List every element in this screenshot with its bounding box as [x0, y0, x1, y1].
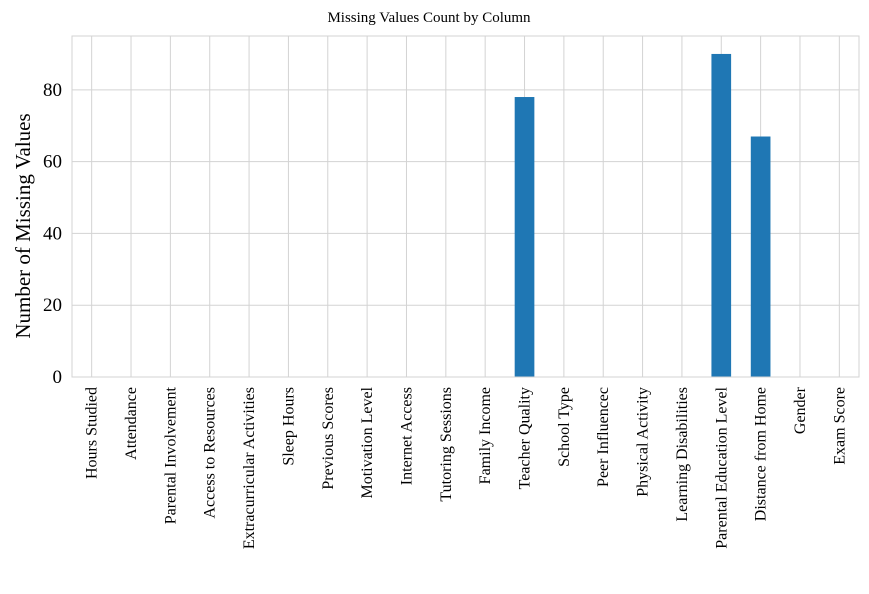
x-tick-label: School Type	[556, 387, 573, 467]
x-tick-label: Physical Activity	[635, 387, 652, 497]
x-tick-label: Hours Studied	[84, 387, 101, 479]
x-tick-label: Attendance	[123, 387, 140, 460]
y-axis-label: Number of Missing Values	[11, 113, 35, 338]
grid-lines	[72, 36, 859, 378]
x-tick-label: Parental Education Level	[713, 386, 730, 548]
y-tick-labels: 0 20 40 60 80	[43, 80, 62, 388]
y-tick-label: 0	[53, 367, 63, 388]
x-tick-label: Gender	[792, 386, 809, 434]
x-tick-label: Previous Scores	[320, 387, 337, 490]
chart-title: Missing Values Count by Column	[327, 10, 531, 26]
bar	[514, 97, 535, 377]
x-tick-label: Peer Influencec	[595, 387, 612, 487]
x-tick-label: Extracurricular Activities	[241, 387, 258, 549]
bar	[711, 53, 732, 378]
bars	[514, 53, 771, 378]
x-tick-label: Internet Access	[398, 387, 415, 485]
x-tick-label: Tutoring Sessions	[438, 387, 455, 502]
plot-frame	[71, 35, 860, 378]
x-tick-label: Access to Resources	[202, 387, 219, 519]
x-tick-label: Sleep Hours	[280, 387, 297, 466]
x-tick-labels: Hours Studied Attendance Parental Involvem…	[84, 386, 849, 549]
x-tick-label: Distance from Home	[753, 387, 770, 521]
x-tick-label: Parental Involvement	[162, 386, 179, 524]
x-tick-label: Motivation Level	[359, 386, 376, 498]
y-tick-label: 40	[43, 223, 62, 244]
x-tick-label: Exam Score	[831, 387, 848, 465]
y-tick-label: 20	[43, 295, 62, 316]
bar	[750, 136, 771, 377]
x-tick-label: Learning Disabilities	[674, 387, 691, 522]
x-tick-label: Teacher Quality	[517, 387, 534, 489]
y-tick-label: 60	[43, 152, 62, 173]
x-tick-label: Family Income	[477, 387, 494, 484]
y-tick-label: 80	[43, 80, 62, 101]
